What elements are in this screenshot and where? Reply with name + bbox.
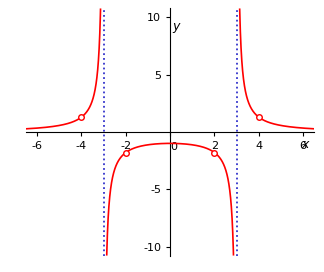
Text: y: y	[172, 20, 179, 33]
Text: 0: 0	[171, 142, 178, 152]
Text: x: x	[302, 138, 309, 151]
